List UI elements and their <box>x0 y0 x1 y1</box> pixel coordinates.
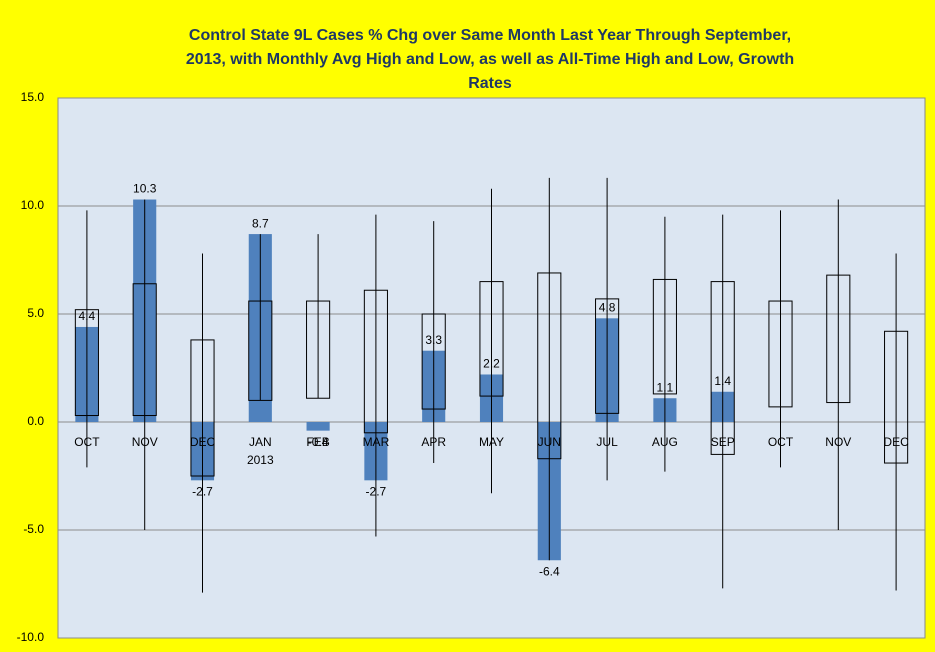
title-line: 2013, with Monthly Avg High and Low, as … <box>186 51 794 68</box>
value-label: 4.8 <box>599 300 616 314</box>
x-tick-label: NOV <box>132 435 158 449</box>
value-label: -2.7 <box>366 484 387 498</box>
title-line: Rates <box>468 75 512 92</box>
x-tick-label: JAN <box>249 435 272 449</box>
x-tick-label: OCT <box>74 435 100 449</box>
value-label: 2.2 <box>483 357 500 371</box>
value-label: 1.1 <box>657 380 674 394</box>
x-tick-label: FEB <box>306 435 329 449</box>
x-tick-label: OCT <box>768 435 794 449</box>
x-tick-label: NOV <box>825 435 851 449</box>
value-label: -0.4 <box>308 435 329 449</box>
x-tick-sublabel: 2013 <box>247 453 274 467</box>
value-label: 10.3 <box>133 182 157 196</box>
y-tick-label: 10.0 <box>21 198 45 212</box>
x-tick-label: AUG <box>652 435 678 449</box>
value-label: 1.4 <box>714 374 731 388</box>
value-label: 3.3 <box>425 333 442 347</box>
x-tick-label: APR <box>421 435 446 449</box>
x-tick-label: DEC <box>883 435 909 449</box>
x-tick-label: SEP <box>711 435 735 449</box>
value-label: 8.7 <box>252 216 269 230</box>
chart-title: Control State 9L Cases % Chg over Same M… <box>186 27 794 92</box>
y-tick-label: 5.0 <box>27 306 44 320</box>
x-tick-label: MAY <box>479 435 504 449</box>
bar <box>306 422 330 431</box>
title-line: Control State 9L Cases % Chg over Same M… <box>189 27 791 44</box>
value-label: 4.4 <box>79 309 96 323</box>
value-label: -6.4 <box>539 564 560 578</box>
value-label: -2.7 <box>192 484 213 498</box>
y-tick-label: -5.0 <box>23 522 44 536</box>
y-tick-label: 0.0 <box>27 414 44 428</box>
x-tick-label: DEC <box>190 435 216 449</box>
x-tick-label: MAR <box>363 435 390 449</box>
y-tick-label: 15.0 <box>21 90 45 104</box>
y-tick-label: -10.0 <box>17 630 45 644</box>
x-tick-label: JUN <box>538 435 561 449</box>
x-tick-label: JUL <box>596 435 618 449</box>
